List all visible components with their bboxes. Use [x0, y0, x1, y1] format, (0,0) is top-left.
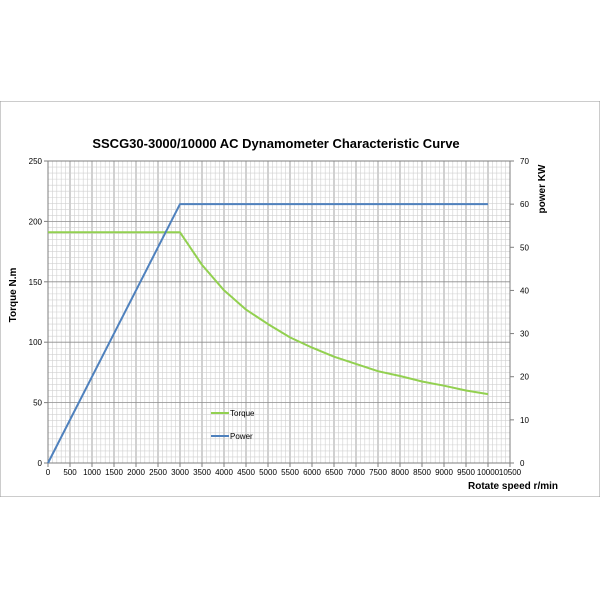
- y-right-axis-title: power KW: [537, 164, 548, 213]
- x-tick-label: 9000: [435, 468, 453, 477]
- x-tick-labels: 0 500 1000 1500 2000 2500 3000 3500 4000 4500 5000…: [46, 468, 522, 477]
- series-line-torque: [48, 231, 489, 396]
- x-tick-label: 9500: [457, 468, 475, 477]
- series-line-power: [47, 203, 488, 464]
- x-tick-label: 500: [63, 468, 77, 477]
- x-tick-label: 7500: [369, 468, 387, 477]
- x-tick-label: 4000: [215, 468, 233, 477]
- x-axis-title: Rotate speed r/min: [468, 481, 558, 492]
- y-left-tick-label: 0: [38, 459, 43, 468]
- series-lines: [47, 203, 489, 464]
- chart-title: SSCG30-3000/10000 AC Dynamometer Charact…: [92, 136, 459, 151]
- x-tick-label: 1500: [105, 468, 123, 477]
- x-tick-label: 8000: [391, 468, 409, 477]
- legend: Torque Power: [211, 409, 255, 441]
- y-right-tick-labels: 0 10 20 30 40 50 60 70: [520, 157, 529, 468]
- y-right-tick-label: 70: [520, 157, 529, 166]
- legend-label-power: Power: [230, 432, 253, 441]
- axes: [44, 160, 514, 467]
- chart: SSCG30-3000/10000 AC Dynamometer Charact…: [0, 100, 600, 498]
- y-left-tick-label: 150: [29, 278, 43, 287]
- x-tick-label: 2500: [149, 468, 167, 477]
- y-left-tick-labels: 0 50 100 150 200 250: [29, 157, 43, 468]
- x-tick-label: 3500: [193, 468, 211, 477]
- grid: [47, 160, 511, 464]
- x-tick-label: 6500: [325, 468, 343, 477]
- y-left-tick-label: 100: [29, 338, 43, 347]
- y-left-tick-label: 200: [29, 217, 43, 226]
- x-tick-label: 5000: [259, 468, 277, 477]
- y-right-tick-label: 20: [520, 373, 529, 382]
- x-tick-label: 10500: [499, 468, 522, 477]
- y-right-tick-label: 30: [520, 330, 529, 339]
- legend-label-torque: Torque: [230, 409, 255, 418]
- y-right-tick-label: 40: [520, 286, 529, 295]
- y-left-axis-title: Torque N.m: [8, 267, 19, 322]
- y-right-tick-label: 0: [520, 459, 525, 468]
- plot-area: [47, 160, 511, 464]
- x-tick-label: 0: [46, 468, 51, 477]
- x-tick-label: 10000: [477, 468, 500, 477]
- chart-frame: SSCG30-3000/10000 AC Dynamometer Charact…: [0, 100, 600, 498]
- x-tick-label: 4500: [237, 468, 255, 477]
- x-tick-label: 2000: [127, 468, 145, 477]
- y-left-tick-label: 250: [29, 157, 43, 166]
- x-tick-label: 6000: [303, 468, 321, 477]
- x-tick-label: 1000: [83, 468, 101, 477]
- x-tick-label: 5500: [281, 468, 299, 477]
- x-tick-label: 3000: [171, 468, 189, 477]
- y-right-tick-label: 10: [520, 416, 529, 425]
- y-left-tick-label: 50: [33, 399, 42, 408]
- x-tick-label: 7000: [347, 468, 365, 477]
- y-right-tick-label: 60: [520, 200, 529, 209]
- y-right-tick-label: 50: [520, 243, 529, 252]
- x-tick-label: 8500: [413, 468, 431, 477]
